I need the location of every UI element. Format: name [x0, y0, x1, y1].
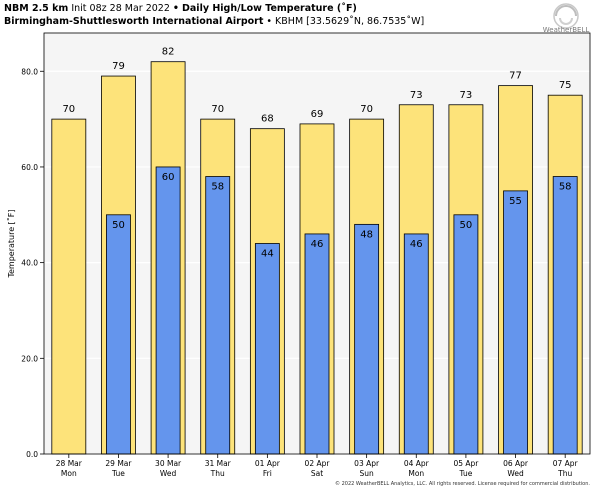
- high-temp-bar: [51, 118, 87, 455]
- x-tick-date: 07 Apr: [553, 459, 579, 468]
- high-temp-label: 75: [559, 80, 572, 91]
- low-temp-bar: [552, 176, 578, 455]
- low-temp-bar: [155, 166, 181, 455]
- y-tick-label: 0.0: [26, 450, 38, 459]
- high-temp-label: 79: [112, 61, 125, 72]
- chart-subtitle: Birmingham-Shuttlesworth International A…: [4, 16, 424, 28]
- x-tick-date: 01 Apr: [255, 459, 281, 468]
- y-tick-label: 60.0: [21, 163, 38, 172]
- high-temp-label: 69: [311, 109, 324, 120]
- copyright-footer: © 2022 WeatherBELL Analytics, LLC. All r…: [335, 481, 590, 487]
- x-tick-date: 29 Mar: [105, 459, 132, 468]
- high-temp-label: 70: [360, 104, 373, 115]
- low-temp-label: 58: [211, 182, 224, 193]
- station-coords: KBHM [33.5629˚N, 86.7535˚W]: [275, 16, 425, 27]
- subtitle-separator: •: [266, 16, 273, 27]
- low-temp-label: 50: [460, 220, 473, 231]
- x-tick-day: Mon: [408, 469, 424, 478]
- chart-title: NBM 2.5 km Init 08z 28 Mar 2022 • Daily …: [4, 3, 357, 15]
- high-temp-label: 77: [509, 71, 522, 82]
- low-temp-label: 46: [311, 239, 324, 250]
- logo-text: WeatherBELL: [542, 26, 590, 34]
- x-tick-date: 04 Apr: [404, 459, 430, 468]
- y-tick-label: 40.0: [21, 259, 38, 268]
- title-separator: •: [172, 3, 179, 14]
- high-temp-label: 68: [261, 114, 274, 125]
- location-name: Birmingham-Shuttlesworth International A…: [4, 16, 264, 27]
- low-temp-bar: [254, 243, 280, 455]
- x-tick-day: Thu: [210, 469, 225, 478]
- high-temp-label: 82: [162, 47, 175, 58]
- low-temp-label: 55: [509, 196, 522, 207]
- x-tick-date: 06 Apr: [503, 459, 529, 468]
- low-temp-bar: [106, 214, 131, 455]
- x-tick-day: Fri: [263, 469, 272, 478]
- x-tick-date: 28 Mar: [56, 459, 83, 468]
- low-temp-bar: [354, 223, 380, 455]
- x-tick-day: Sun: [359, 469, 374, 478]
- high-temp-label: 73: [460, 90, 473, 101]
- y-axis-label: Temperature [˚F]: [6, 209, 16, 278]
- low-temp-label: 44: [261, 249, 274, 260]
- high-temp-label: 70: [211, 104, 224, 115]
- model-name: NBM 2.5 km: [4, 3, 69, 14]
- low-temp-bar: [453, 214, 479, 455]
- x-tick-day: Mon: [61, 469, 77, 478]
- high-temp-label: 70: [62, 104, 75, 115]
- low-temp-label: 58: [559, 182, 572, 193]
- low-temp-bar: [304, 233, 330, 455]
- low-temp-bar: [503, 190, 528, 455]
- init-time: Init 08z 28 Mar 2022: [71, 3, 170, 14]
- x-tick-day: Sat: [311, 469, 323, 478]
- low-temp-label: 60: [162, 172, 175, 183]
- low-temp-label: 50: [112, 220, 125, 231]
- x-tick-date: 02 Apr: [305, 459, 331, 468]
- x-tick-day: Thu: [557, 469, 572, 478]
- x-tick-date: 03 Apr: [354, 459, 380, 468]
- x-tick-day: Tue: [459, 469, 473, 478]
- product-name: Daily High/Low Temperature (˚F): [182, 3, 357, 14]
- logo-swirl-icon: [553, 3, 579, 29]
- x-tick-date: 30 Mar: [155, 459, 182, 468]
- weatherbell-logo: WeatherBELL: [536, 2, 596, 42]
- x-tick-day: Wed: [160, 469, 177, 478]
- y-tick-label: 20.0: [21, 354, 38, 363]
- plot-frame: [43, 32, 591, 455]
- high-temp-label: 73: [410, 90, 423, 101]
- low-temp-label: 48: [360, 229, 373, 240]
- x-tick-day: Tue: [111, 469, 125, 478]
- y-tick-label: 80.0: [21, 67, 38, 76]
- x-tick-date: 31 Mar: [205, 459, 232, 468]
- low-temp-bar: [403, 233, 429, 455]
- x-tick-date: 05 Apr: [453, 459, 479, 468]
- low-temp-bar: [205, 176, 231, 455]
- low-temp-label: 46: [410, 239, 423, 250]
- x-tick-day: Wed: [507, 469, 524, 478]
